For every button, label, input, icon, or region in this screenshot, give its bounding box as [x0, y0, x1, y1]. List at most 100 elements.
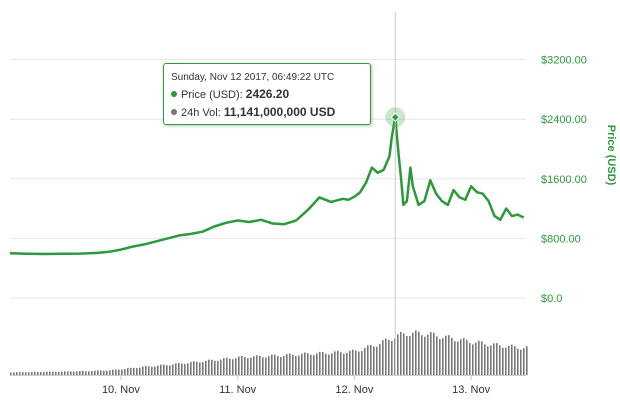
volume-bar — [331, 353, 333, 375]
volume-bar — [142, 366, 144, 375]
volume-bar — [469, 343, 471, 375]
volume-bar — [415, 330, 417, 375]
volume-bar — [526, 346, 528, 375]
volume-bar — [109, 370, 111, 375]
volume-bar — [487, 346, 489, 375]
volume-bar — [334, 351, 336, 375]
volume-bar — [289, 353, 291, 375]
volume-bar — [103, 370, 105, 375]
volume-bar — [514, 346, 516, 375]
volume-bar — [382, 340, 384, 375]
volume-bar — [505, 347, 507, 375]
volume-bar — [481, 341, 483, 375]
volume-bar — [322, 352, 324, 375]
gridlines — [10, 59, 526, 376]
volume-bar — [361, 350, 363, 375]
volume-bar — [175, 363, 177, 375]
volume-bar — [295, 356, 297, 375]
volume-bar — [337, 350, 339, 375]
volume-bar — [205, 360, 207, 375]
volume-bar — [340, 352, 342, 375]
volume-bar — [37, 371, 39, 375]
volume-bar — [16, 372, 18, 375]
volume-bar — [202, 362, 204, 375]
hover-tooltip: Sunday, Nov 12 2017, 06:49:22 UTC Price … — [163, 63, 371, 125]
volume-bar — [67, 371, 69, 375]
volume-bar — [421, 335, 423, 375]
volume-bar — [307, 353, 309, 375]
volume-bar — [40, 372, 42, 375]
volume-bar — [196, 361, 198, 375]
volume-bar — [148, 366, 150, 375]
volume-bar — [82, 370, 84, 375]
volume-bar — [229, 358, 231, 375]
volume-bar — [283, 356, 285, 375]
volume-bar — [178, 363, 180, 375]
volume-bar — [457, 341, 459, 375]
volume-bar — [358, 351, 360, 375]
tooltip-volume-label: 24h Vol: — [181, 107, 224, 119]
tooltip-price-value: 2426.20 — [245, 87, 290, 101]
volume-bars — [10, 330, 528, 375]
volume-bar — [154, 366, 156, 375]
volume-bar — [304, 352, 306, 375]
volume-bar — [373, 346, 375, 375]
volume-bar — [145, 366, 147, 375]
volume-bar — [157, 365, 159, 375]
volume-bar — [76, 371, 78, 375]
volume-bar — [463, 337, 465, 375]
volume-bar — [115, 369, 117, 375]
volume-bar — [427, 334, 429, 375]
volume-bar — [55, 371, 57, 375]
volume-bar — [490, 345, 492, 375]
x-tick-label: 12. Nov — [335, 384, 373, 396]
volume-bar — [523, 348, 525, 375]
volume-bar — [511, 344, 513, 375]
price-line[interactable] — [9, 115, 525, 256]
x-tick-label: 13. Nov — [452, 384, 490, 396]
volume-bar — [232, 359, 234, 375]
volume-bar — [256, 355, 258, 375]
volume-bar — [139, 367, 141, 375]
volume-bar — [478, 340, 480, 375]
volume-bar — [79, 371, 81, 375]
volume-bar — [412, 332, 414, 375]
y-tick-label: $0.0 — [541, 293, 562, 305]
volume-bar — [73, 371, 75, 375]
hover-marker — [385, 107, 406, 128]
volume-bar — [184, 364, 186, 375]
volume-bar — [223, 358, 225, 375]
volume-bar — [430, 332, 432, 375]
volume-bar — [172, 364, 174, 375]
volume-bar — [403, 333, 405, 375]
volume-bar — [25, 372, 27, 375]
volume-bar — [34, 371, 36, 375]
volume-bar — [70, 371, 72, 375]
tooltip-volume-row: 24h Vol: 11,141,000,000 USD — [171, 104, 363, 122]
volume-bar — [448, 335, 450, 375]
volume-bar — [10, 372, 12, 375]
volume-bar — [94, 370, 96, 375]
volume-bar — [499, 345, 501, 375]
volume-bar — [355, 350, 357, 375]
volume-bar — [199, 362, 201, 375]
volume-bar — [208, 359, 210, 375]
price-series[interactable] — [9, 115, 525, 256]
volume-bar — [97, 370, 99, 375]
volume-bar — [88, 371, 90, 375]
volume-bar — [349, 350, 351, 375]
volume-bar — [118, 369, 120, 375]
tooltip-price-row: Price (USD): 2426.20 — [171, 86, 363, 104]
volume-bar — [52, 371, 54, 375]
volume-bar — [484, 344, 486, 375]
volume-bar — [169, 365, 171, 375]
volume-bar — [181, 363, 183, 375]
volume-bar — [310, 354, 312, 375]
volume-bar — [46, 371, 48, 375]
volume-bar — [238, 356, 240, 375]
volume-bar — [31, 371, 33, 375]
volume-bar — [244, 357, 246, 375]
volume-bar — [163, 364, 165, 375]
volume-bar — [406, 335, 408, 375]
